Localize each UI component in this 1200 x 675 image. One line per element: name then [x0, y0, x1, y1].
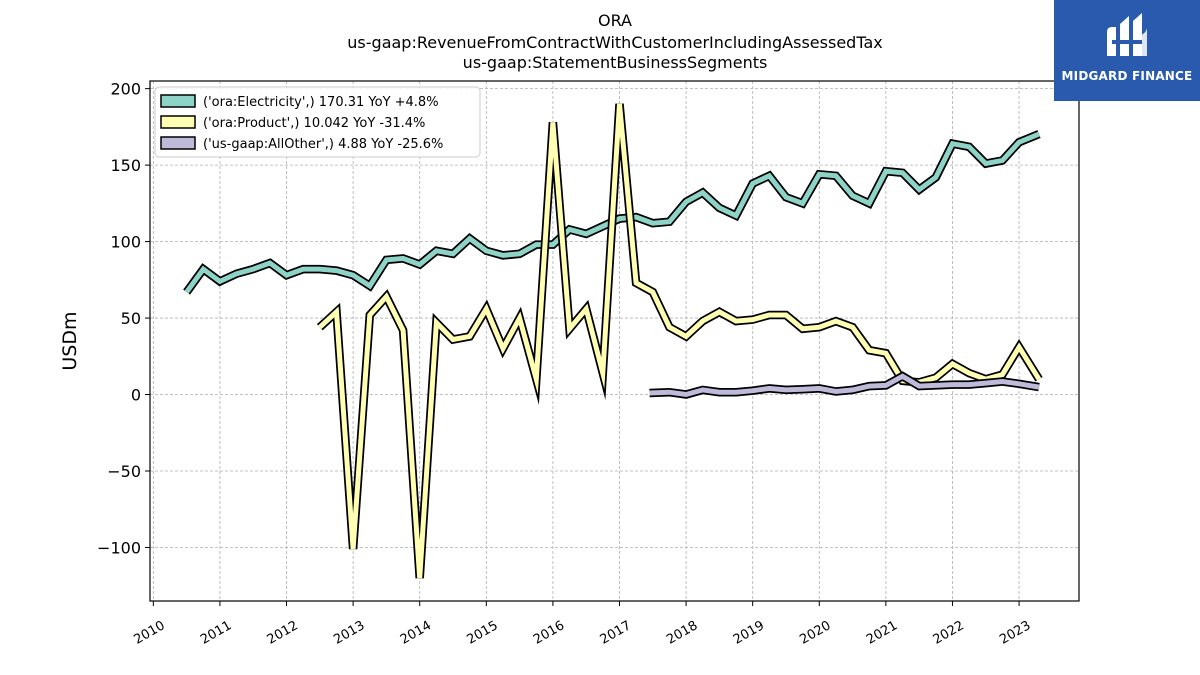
legend-entry: ('ora:Electricity',) 170.31 YoY +4.8%: [160, 94, 439, 110]
y-axis-label: USDm: [59, 311, 81, 370]
x-tick-label: 2017: [598, 618, 634, 648]
legend-entry: ('ora:Product',) 10.042 YoY -31.4%: [160, 115, 425, 131]
x-tick-label: 2012: [265, 618, 301, 648]
y-tick-label: −50: [107, 462, 141, 481]
series-2: [316, 103, 1043, 579]
brand-logo: MIDGARD FINANCE: [1054, 0, 1200, 101]
x-tick-label: 2013: [331, 618, 367, 648]
x-tick-label: 2020: [797, 618, 833, 648]
legend-swatch: [160, 94, 196, 108]
x-tick-label: 2010: [131, 618, 167, 648]
chart-title: ORA us-gaap:RevenueFromContractWithCusto…: [347, 11, 882, 72]
legend-label: ('ora:Product',) 10.042 YoY -31.4%: [203, 116, 425, 131]
chart-title-line-2: us-gaap:RevenueFromContractWithCustomerI…: [347, 33, 882, 52]
y-tick-label: 50: [121, 309, 141, 328]
legend-label: ('ora:Electricity',) 170.31 YoY +4.8%: [203, 95, 439, 110]
x-tick-label: 2023: [997, 618, 1033, 648]
legend-entry: ('us-gaap:AllOther',) 4.88 YoY -25.6%: [160, 136, 443, 152]
y-tick-label: 200: [110, 80, 141, 99]
x-axis: 2010 2011 2012 2013 2014 2015 2016 2017 2018 2019…: [131, 601, 1033, 648]
x-tick-label: 2016: [531, 618, 567, 648]
chart-title-line-1: ORA: [598, 11, 632, 30]
x-tick-label: 2018: [664, 618, 700, 648]
y-tick-label: 150: [110, 156, 141, 175]
legend-label: ('us-gaap:AllOther',) 4.88 YoY -25.6%: [203, 137, 443, 152]
x-tick-label: 2019: [731, 618, 767, 648]
y-tick-label: 100: [110, 233, 141, 252]
series-layer: [183, 103, 1043, 579]
x-tick-label: 2014: [398, 618, 434, 648]
x-tick-label: 2022: [931, 618, 967, 648]
series-outline: [316, 103, 1043, 579]
plot-area-frame: [149, 80, 1080, 602]
legend: ('ora:Electricity',) 170.31 YoY +4.8% ('o…: [154, 86, 481, 158]
legend-swatch: [160, 115, 196, 129]
x-tick-label: 2011: [198, 618, 234, 648]
series-3: [649, 371, 1040, 399]
y-tick-label: 0: [131, 386, 141, 405]
series-line: [649, 373, 1040, 398]
legend-box: [154, 86, 481, 158]
y-axis: −100 −50 0 50 100 150 200: [97, 80, 150, 557]
x-tick-label: 2021: [864, 618, 900, 648]
chart-title-line-3: us-gaap:StatementBusinessSegments: [463, 53, 768, 72]
y-tick-label: −100: [97, 538, 141, 557]
midgard-logo-icon: [1107, 13, 1147, 56]
legend-swatch: [160, 136, 196, 150]
x-tick-label: 2015: [464, 618, 500, 648]
brand-name: MIDGARD FINANCE: [1061, 69, 1193, 83]
